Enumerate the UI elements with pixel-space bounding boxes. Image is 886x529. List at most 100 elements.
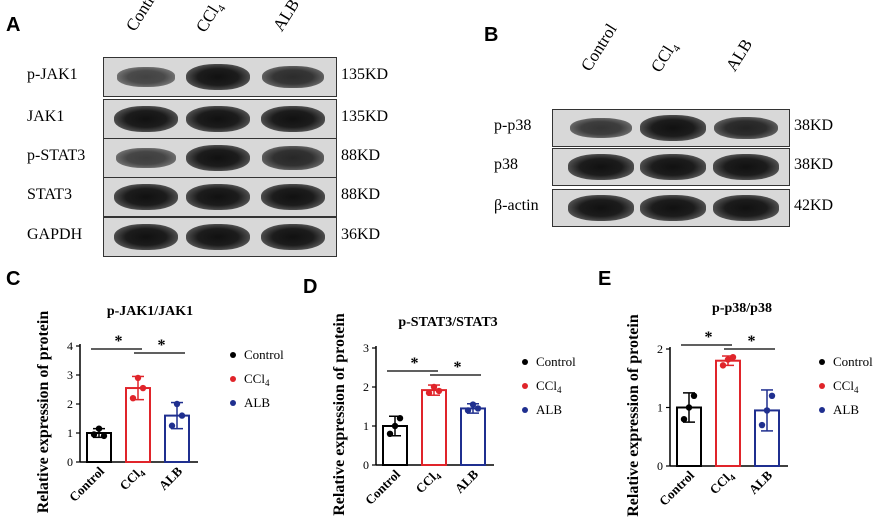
data-point bbox=[690, 392, 698, 399]
data-point bbox=[469, 401, 477, 408]
blot-a-band bbox=[186, 144, 250, 172]
data-point bbox=[129, 395, 137, 402]
bar bbox=[715, 359, 741, 467]
blot-a-kd-label: 36KD bbox=[341, 226, 381, 243]
data-point bbox=[168, 422, 176, 429]
data-point bbox=[680, 416, 688, 423]
blot-a-row-label: GAPDH bbox=[27, 226, 83, 243]
blot-a-kd-label: 88KD bbox=[341, 186, 381, 203]
y-tick-label: 1 bbox=[657, 401, 663, 415]
x-tick-label: Control bbox=[656, 467, 697, 508]
panel-label-d: D bbox=[303, 276, 318, 298]
blot-a-band bbox=[114, 105, 178, 133]
blot-b-band bbox=[713, 154, 779, 180]
blot-a-kd-label: 88KD bbox=[341, 147, 381, 164]
blot-a-row-label: p-JAK1 bbox=[27, 66, 78, 83]
blot-a-kd-label: 135KD bbox=[341, 108, 389, 125]
x-tick-label: Control bbox=[66, 463, 107, 504]
y-tick-label: 2 bbox=[657, 342, 663, 356]
y-tick-label: 1 bbox=[67, 426, 73, 440]
significance-star: * bbox=[705, 329, 713, 346]
blot-a-lane-header: CCl4 bbox=[192, 2, 229, 36]
blot-a-lane-header: ALB bbox=[269, 0, 304, 35]
blot-a-blot-strip bbox=[103, 217, 337, 257]
x-tick-label: ALB bbox=[746, 467, 776, 497]
chart-title: p-JAK1/JAK1 bbox=[107, 304, 193, 319]
chart-svg: p-JAK1/JAK1 Relative expression of protei… bbox=[35, 304, 284, 513]
y-tick-label: 3 bbox=[363, 341, 369, 355]
data-point bbox=[763, 407, 771, 414]
chart-title: p-p38/p38 bbox=[712, 301, 772, 316]
blot-a-band bbox=[261, 183, 325, 211]
blot-a-band bbox=[114, 223, 178, 251]
data-point bbox=[396, 415, 404, 422]
data-point bbox=[464, 407, 472, 414]
data-point bbox=[386, 430, 394, 437]
x-tick-label: CCl4 bbox=[413, 466, 444, 497]
blot-a-band bbox=[186, 183, 250, 211]
blot-b-kd-label: 42KD bbox=[794, 197, 834, 214]
panel-label-e: E bbox=[598, 268, 612, 290]
blot-a-blot-strip bbox=[103, 99, 337, 139]
legend-label: CCl4 bbox=[833, 378, 859, 395]
legend-label: Control bbox=[244, 347, 284, 362]
y-tick-label: 3 bbox=[67, 368, 73, 382]
data-point bbox=[729, 353, 737, 361]
blot-a-band bbox=[186, 223, 250, 251]
blot-a-blot-strip bbox=[103, 57, 337, 97]
blot-b-band bbox=[640, 115, 706, 141]
legend-marker bbox=[819, 407, 825, 413]
chart-svg: p-p38/p38 Relative expression of protein 0… bbox=[625, 301, 873, 517]
panel-label-c: C bbox=[6, 268, 21, 290]
legend-label: ALB bbox=[244, 395, 270, 410]
legend-marker bbox=[230, 376, 236, 382]
blot-b-band bbox=[568, 154, 634, 180]
legend-marker bbox=[522, 359, 528, 365]
blot-a-row-label: p-STAT3 bbox=[27, 147, 86, 164]
legend-label: Control bbox=[536, 354, 576, 369]
data-point bbox=[178, 412, 186, 419]
bar bbox=[460, 407, 486, 466]
x-tick-label: CCl4 bbox=[707, 467, 738, 498]
blot-a-band bbox=[186, 105, 250, 133]
data-point bbox=[90, 431, 98, 438]
data-point bbox=[435, 387, 443, 395]
legend-marker bbox=[522, 383, 528, 389]
x-tick-label: ALB bbox=[156, 463, 186, 493]
data-point bbox=[134, 374, 142, 382]
panel-label-a: A bbox=[6, 14, 21, 36]
data-point bbox=[173, 400, 181, 408]
blot-b-blot-strip bbox=[552, 109, 790, 147]
legend-marker bbox=[819, 383, 825, 389]
blot-b-lane-header: ALB bbox=[722, 35, 757, 75]
blot-b-band bbox=[640, 154, 706, 180]
blot-b-row-label: p-p38 bbox=[494, 117, 532, 134]
data-point bbox=[768, 392, 776, 399]
data-point bbox=[758, 421, 766, 429]
y-tick-label: 4 bbox=[67, 339, 73, 353]
blot-a-row-label: STAT3 bbox=[27, 186, 72, 203]
blot-a-blot-strip bbox=[103, 177, 337, 217]
x-tick-label: CCl4 bbox=[117, 463, 148, 494]
x-tick-label: Control bbox=[362, 466, 403, 507]
data-point bbox=[95, 425, 103, 432]
legend-marker bbox=[230, 400, 236, 406]
significance-star: * bbox=[454, 359, 462, 376]
data-point bbox=[474, 405, 482, 412]
blot-a-blot-strip bbox=[103, 138, 337, 178]
legend-marker bbox=[230, 352, 236, 358]
panel-label-b: B bbox=[484, 24, 499, 46]
blot-b-row-label: p38 bbox=[494, 156, 518, 173]
blot-b-lane-header: Control bbox=[577, 20, 621, 75]
y-tick-label: 0 bbox=[657, 459, 663, 473]
data-point bbox=[685, 404, 693, 411]
data-point bbox=[139, 384, 147, 392]
legend-label: Control bbox=[833, 354, 873, 369]
blot-b-band bbox=[569, 117, 632, 139]
legend-label: ALB bbox=[833, 402, 859, 417]
blot-a-band bbox=[262, 146, 324, 170]
bar bbox=[421, 389, 447, 466]
data-point bbox=[724, 356, 732, 363]
legend-label: ALB bbox=[536, 402, 562, 417]
blot-b-band bbox=[713, 116, 778, 140]
